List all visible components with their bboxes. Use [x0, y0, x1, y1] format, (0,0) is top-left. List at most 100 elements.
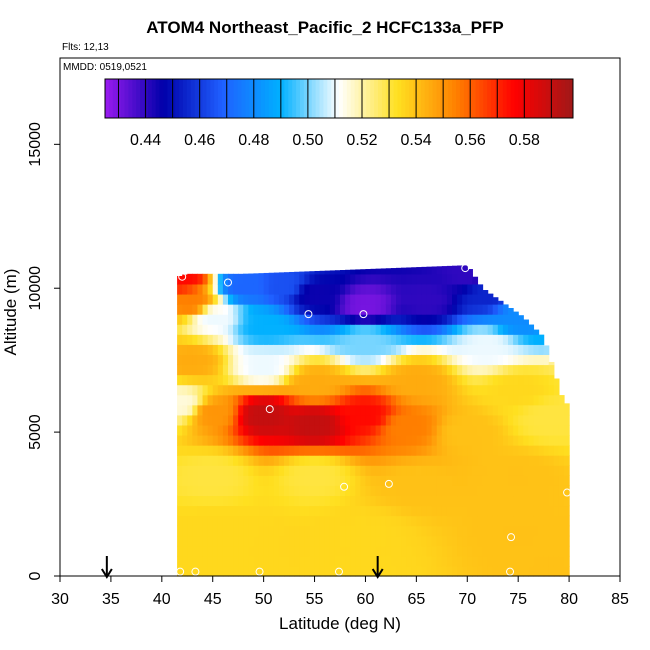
- heatmap-cell: [467, 445, 473, 456]
- heatmap-cell: [248, 485, 255, 497]
- heatmap-cell: [187, 394, 193, 406]
- heatmap-cell: [304, 314, 311, 325]
- heatmap-cell: [416, 304, 423, 315]
- heatmap-cell: [482, 495, 489, 507]
- heatmap-cell: [355, 283, 361, 295]
- heatmap-cell: [258, 545, 265, 557]
- heatmap-cell: [472, 283, 479, 295]
- heatmap-cell: [299, 334, 305, 345]
- heatmap-cell: [350, 545, 356, 557]
- heatmap-cell: [528, 505, 535, 517]
- heatmap-cell: [263, 475, 270, 486]
- heatmap-cell: [238, 273, 244, 285]
- heatmap-cell: [273, 515, 280, 527]
- heatmap-cell: [457, 354, 463, 366]
- heatmap-cell: [467, 525, 473, 537]
- heatmap-cell: [177, 535, 183, 547]
- heatmap-cell: [350, 434, 356, 446]
- heatmap-cell: [472, 314, 479, 325]
- heatmap-cell: [462, 324, 468, 335]
- heatmap-cell: [548, 384, 555, 396]
- heatmap-cell: [355, 495, 361, 507]
- heatmap-cell: [528, 465, 535, 476]
- heatmap-cell: [212, 495, 219, 507]
- colorbar-segment: [190, 79, 196, 118]
- heatmap-cell: [238, 384, 244, 396]
- heatmap-cell: [324, 485, 331, 497]
- heatmap-cell: [375, 495, 382, 507]
- heatmap-cell: [268, 344, 275, 356]
- heatmap-cell: [426, 283, 433, 295]
- heatmap-cell: [319, 545, 326, 557]
- heatmap-cell: [518, 555, 524, 567]
- heatmap-cell: [289, 515, 295, 527]
- heatmap-cell: [263, 394, 270, 406]
- heatmap-cell: [416, 495, 423, 507]
- heatmap-cell: [416, 434, 423, 446]
- heatmap-cell: [365, 304, 372, 315]
- heatmap-cell: [467, 384, 473, 396]
- heatmap-cell: [294, 384, 300, 396]
- heatmap-cell: [441, 434, 448, 446]
- heatmap-cell: [360, 293, 367, 305]
- colorbar-tick-label: 0.56: [455, 132, 486, 149]
- heatmap-cell: [268, 374, 275, 386]
- heatmap-cell: [360, 354, 367, 366]
- heatmap-cell: [268, 272, 275, 275]
- heatmap-cell: [340, 414, 346, 426]
- heatmap-cell: [416, 525, 423, 537]
- heatmap-cell: [319, 270, 326, 275]
- colorbar-segment: [374, 79, 379, 118]
- heatmap-cell: [258, 364, 265, 376]
- heatmap-cell: [390, 565, 397, 577]
- heatmap-cell: [324, 273, 331, 285]
- heatmap-cell: [426, 394, 433, 406]
- heatmap-cell: [187, 515, 193, 527]
- heatmap-cell: [558, 525, 565, 537]
- heatmap-cell: [487, 354, 494, 366]
- heatmap-cell: [441, 324, 448, 335]
- heatmap-cell: [487, 475, 494, 486]
- heatmap-cell: [324, 555, 331, 567]
- heatmap-cell: [441, 304, 448, 315]
- heatmap-cell: [441, 354, 448, 366]
- heatmap-cell: [228, 424, 234, 436]
- heatmap-cell: [421, 455, 428, 466]
- heatmap-cell: [528, 424, 535, 436]
- heatmap-cell: [487, 495, 494, 507]
- heatmap-cell: [304, 344, 311, 356]
- x-tick-label: 55: [306, 591, 324, 608]
- heatmap-cell: [548, 424, 555, 436]
- heatmap-cell: [278, 304, 285, 315]
- heatmap-cell: [396, 304, 402, 315]
- heatmap-cell: [345, 374, 351, 386]
- heatmap-cell: [238, 495, 244, 507]
- heatmap-cell: [446, 535, 453, 547]
- heatmap-cell: [222, 445, 229, 456]
- heatmap-cell: [233, 505, 239, 517]
- heatmap-cell: [304, 515, 311, 527]
- heatmap-cell: [477, 304, 484, 315]
- heatmap-cell: [502, 304, 509, 315]
- heatmap-cell: [309, 384, 316, 396]
- heatmap-cell: [360, 324, 367, 335]
- heatmap-cell: [558, 455, 565, 466]
- heatmap-cell: [334, 324, 341, 335]
- heatmap-cell: [319, 414, 326, 426]
- heatmap-cell: [457, 273, 463, 285]
- heatmap-cell: [452, 434, 458, 446]
- heatmap-cell: [197, 354, 204, 366]
- heatmap-cell: [284, 293, 290, 305]
- heatmap-cell: [345, 424, 351, 436]
- heatmap-cell: [273, 293, 280, 305]
- heatmap-cell: [355, 515, 361, 527]
- heatmap-cell: [350, 535, 356, 547]
- heatmap-cell: [299, 505, 305, 517]
- heatmap-cell: [436, 394, 443, 406]
- heatmap-cell: [472, 455, 479, 466]
- heatmap-cell: [548, 414, 555, 426]
- heatmap-cell: [304, 475, 311, 486]
- heatmap-cell: [222, 364, 229, 376]
- heatmap-cell: [197, 304, 204, 315]
